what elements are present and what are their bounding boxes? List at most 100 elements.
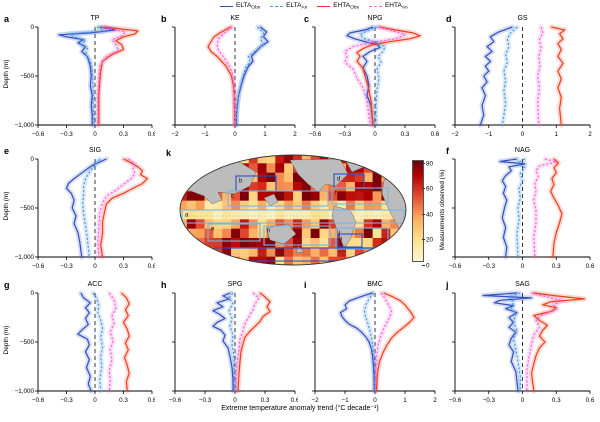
legend-line-solid-red-icon bbox=[317, 6, 331, 7]
panel-title: BMC bbox=[367, 281, 383, 288]
svg-text:0: 0 bbox=[30, 290, 34, 297]
svg-text:−2: −2 bbox=[311, 397, 319, 404]
colorbar-tick-label: 20 bbox=[426, 236, 434, 244]
legend-item-ehta-obs: EHTAObs bbox=[317, 2, 359, 11]
legend-line-dashed-lightblue-icon bbox=[270, 6, 284, 7]
y-axis-label-row1: Depth (m) bbox=[3, 59, 10, 89]
svg-text:0.3: 0.3 bbox=[401, 131, 410, 138]
colorbar-tick-mark bbox=[422, 162, 425, 164]
svg-text:0: 0 bbox=[30, 156, 34, 163]
svg-text:−0.3: −0.3 bbox=[483, 263, 496, 270]
panel-title: SIG bbox=[88, 147, 102, 154]
svg-text:−0.6: −0.6 bbox=[449, 397, 462, 404]
panel-a: a TP 0 −500 −1,000 −0.6 −0.3 0 0.3 0.6 bbox=[0, 14, 155, 144]
panel-b: b KE −2 −1 0 1 2 bbox=[155, 14, 298, 144]
svg-text:0: 0 bbox=[93, 397, 97, 404]
panel-f-plot: −0.6 −0.3 0 0.3 0.6 bbox=[449, 156, 595, 270]
panel-e: e SIG 0 −500 −1,000 −0.6 −0.3 0 0.3 0.6 bbox=[0, 146, 155, 280]
svg-text:0: 0 bbox=[373, 131, 377, 138]
svg-text:0.3: 0.3 bbox=[261, 397, 270, 404]
x-axis-label: Extreme temperature anomaly trend (°C de… bbox=[221, 405, 379, 412]
svg-text:−0.6: −0.6 bbox=[169, 397, 182, 404]
panel-title: KE bbox=[230, 15, 240, 22]
panel-c-plot: −0.6 −0.3 0 0.3 0.6 bbox=[309, 24, 440, 138]
svg-text:1: 1 bbox=[554, 131, 558, 138]
panel-title: ACC bbox=[87, 281, 103, 288]
svg-text:−500: −500 bbox=[20, 205, 35, 212]
svg-text:−0.6: −0.6 bbox=[449, 263, 462, 270]
svg-text:−0.6: −0.6 bbox=[32, 263, 45, 270]
svg-text:2: 2 bbox=[293, 131, 297, 138]
svg-text:0: 0 bbox=[521, 397, 525, 404]
svg-text:2: 2 bbox=[433, 397, 437, 404]
y-axis-label-row2: Depth (m) bbox=[3, 191, 10, 221]
panel-title: SPG bbox=[227, 281, 243, 288]
panel-j: j SAG −0.6 −0.3 0 0.3 0.6 bbox=[440, 280, 600, 408]
legend-label: EHTAObs bbox=[333, 2, 359, 11]
panel-letter: i bbox=[304, 280, 307, 290]
legend-item-elta-obs: ELTAObs bbox=[220, 2, 260, 11]
svg-text:0.6: 0.6 bbox=[148, 263, 155, 270]
panel-letter: e bbox=[4, 146, 10, 156]
panel-letter: k bbox=[166, 148, 172, 158]
svg-text:−1,000: −1,000 bbox=[15, 122, 35, 129]
svg-text:0.3: 0.3 bbox=[552, 397, 561, 404]
svg-text:0: 0 bbox=[233, 131, 237, 138]
svg-text:0.6: 0.6 bbox=[586, 263, 595, 270]
svg-text:−0.3: −0.3 bbox=[60, 397, 73, 404]
svg-text:0: 0 bbox=[93, 131, 97, 138]
legend-label: EHTAAn bbox=[384, 2, 408, 11]
panel-g-plot: 0 −500 −1,000 −0.6 −0.3 0 0.3 0.6 bbox=[15, 290, 155, 404]
svg-text:c: c bbox=[231, 194, 234, 200]
panel-j-plot: −0.6 −0.3 0 0.3 0.6 bbox=[449, 290, 595, 404]
svg-text:−0.6: −0.6 bbox=[32, 397, 45, 404]
svg-text:−1: −1 bbox=[341, 397, 349, 404]
colorbar-tick-label: 60 bbox=[426, 185, 434, 193]
y-axis-label-row3: Depth (m) bbox=[3, 325, 10, 355]
legend-label: ELTAObs bbox=[236, 2, 261, 11]
panel-d-plot: −2 −1 0 1 2 bbox=[451, 24, 592, 138]
panel-h-plot: −0.6 −0.3 0 0.3 0.6 bbox=[169, 290, 298, 404]
svg-text:1: 1 bbox=[403, 397, 407, 404]
svg-text:i: i bbox=[341, 237, 342, 243]
svg-text:0.3: 0.3 bbox=[119, 263, 128, 270]
colorbar-tick-mark bbox=[422, 239, 425, 241]
colorbar-tick-label: 0 bbox=[426, 262, 430, 270]
svg-text:−0.6: −0.6 bbox=[309, 131, 322, 138]
svg-text:−0.3: −0.3 bbox=[60, 131, 73, 138]
panel-letter: f bbox=[446, 146, 449, 156]
svg-text:0: 0 bbox=[93, 263, 97, 270]
panel-letter: j bbox=[446, 280, 449, 290]
panel-h: h SPG −0.6 −0.3 0 0.3 0.6 bbox=[155, 280, 298, 408]
figure-legend: ELTAObs ELTAAn EHTAObs EHTAAn bbox=[220, 1, 408, 12]
panel-title: SAG bbox=[515, 281, 530, 288]
svg-text:0: 0 bbox=[30, 24, 34, 31]
legend-line-dashed-pink-icon bbox=[368, 6, 382, 7]
svg-text:0: 0 bbox=[373, 397, 377, 404]
legend-label: ELTAAn bbox=[286, 2, 308, 11]
svg-text:−1,000: −1,000 bbox=[15, 254, 35, 261]
legend-item-elta-an: ELTAAn bbox=[270, 2, 307, 11]
panel-letter: c bbox=[304, 14, 310, 24]
svg-text:b: b bbox=[239, 179, 243, 185]
svg-text:0.3: 0.3 bbox=[552, 263, 561, 270]
svg-text:0.3: 0.3 bbox=[119, 397, 128, 404]
svg-text:−0.3: −0.3 bbox=[483, 397, 496, 404]
panel-letter: g bbox=[4, 280, 10, 290]
legend-line-solid-blue-icon bbox=[220, 6, 233, 7]
svg-text:g: g bbox=[187, 251, 190, 257]
svg-text:1: 1 bbox=[263, 131, 267, 138]
colorbar-tick-mark bbox=[422, 213, 425, 215]
svg-text:f: f bbox=[335, 191, 337, 197]
colorbar-label: Measurements observed (%) bbox=[439, 169, 446, 251]
svg-text:0.6: 0.6 bbox=[291, 397, 298, 404]
svg-text:−2: −2 bbox=[451, 131, 459, 138]
svg-text:−500: −500 bbox=[20, 73, 35, 80]
colorbar-tick-label: 40 bbox=[426, 211, 434, 219]
panel-g: g ACC 0 −500 −1,000 −0.6 −0.3 0 0.3 0.6 bbox=[0, 280, 155, 408]
colorbar-tick-label: 80 bbox=[426, 160, 434, 168]
panel-letter: h bbox=[161, 280, 167, 290]
svg-text:−500: −500 bbox=[20, 339, 35, 346]
